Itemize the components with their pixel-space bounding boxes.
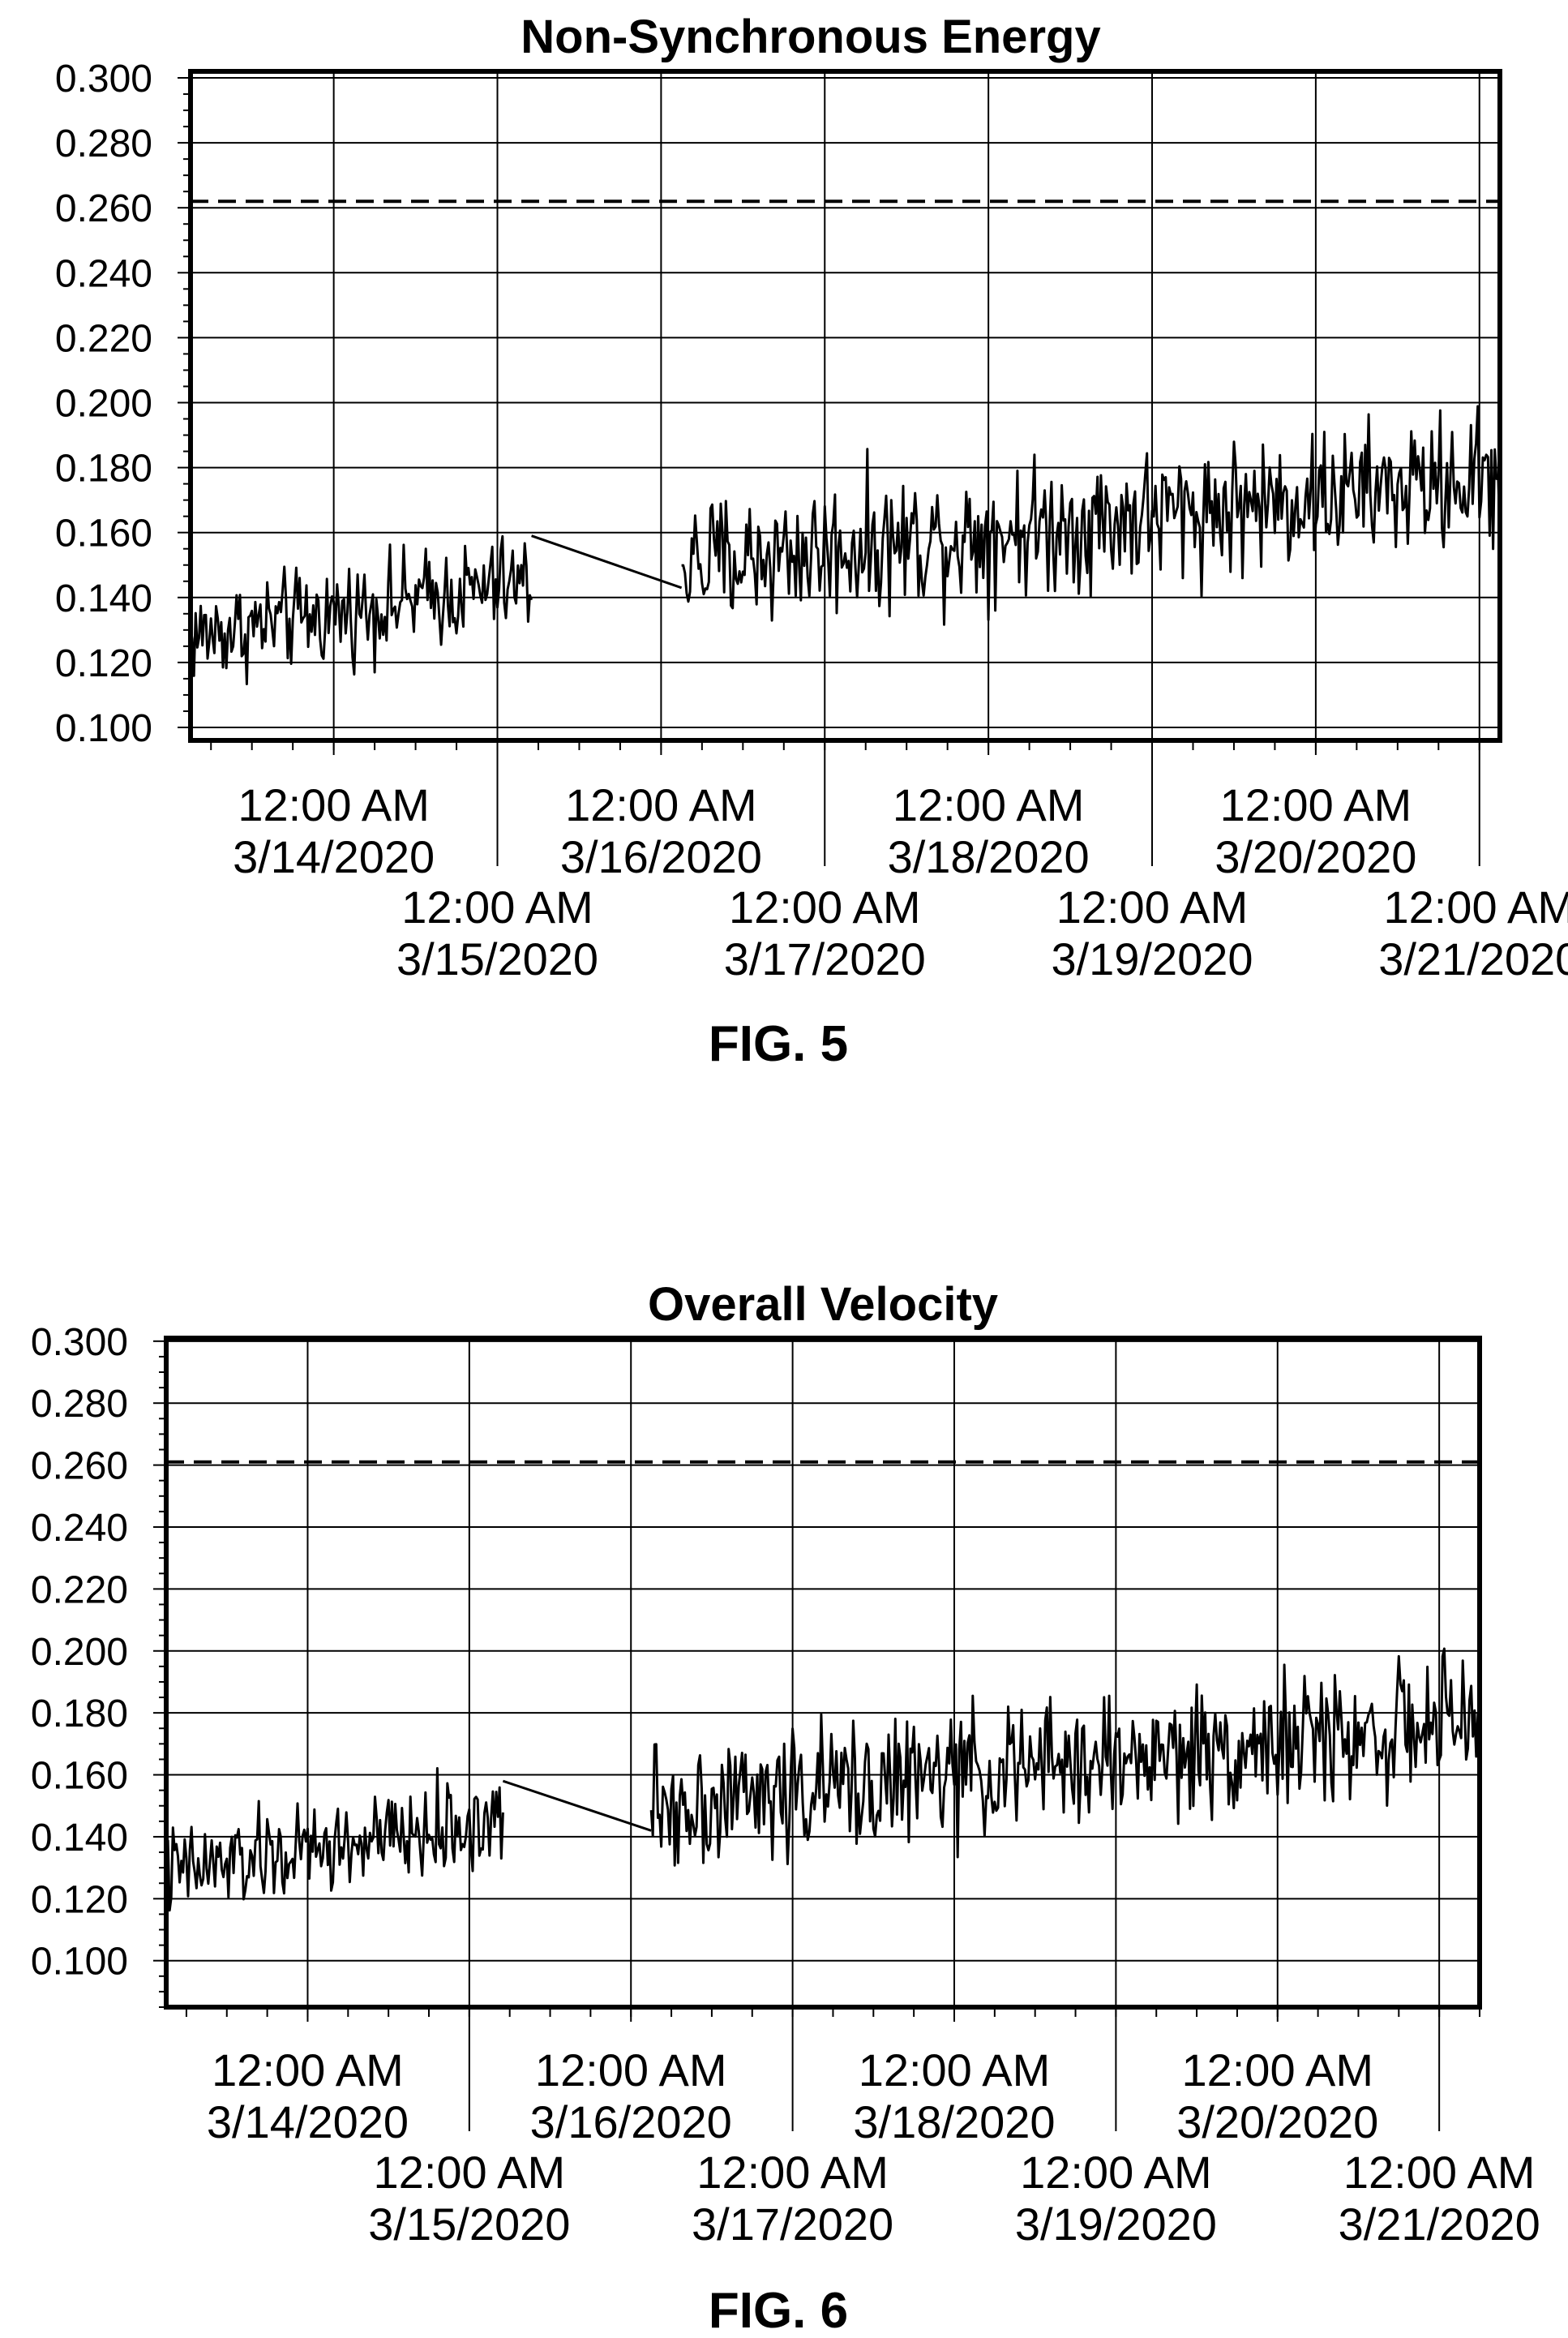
x-tick-date: 3/19/2020 [1051, 933, 1253, 985]
y-axis-labels: 0.300 0.280 0.260 0.240 0.220 0.200 0.18… [55, 58, 152, 750]
y-tick-label: 0.180 [55, 448, 152, 491]
x-tick-date: 3/16/2020 [530, 2096, 732, 2147]
x-tick-date: 3/17/2020 [692, 2199, 893, 2250]
y-tick-label: 0.160 [31, 1755, 128, 1798]
x-tick-date: 3/15/2020 [396, 933, 598, 985]
gap-connector-line [502, 1779, 652, 1832]
x-tick-date: 3/14/2020 [233, 831, 435, 882]
x-tick-date: 3/18/2020 [888, 831, 1090, 882]
x-tick-date: 3/17/2020 [724, 933, 926, 985]
gridlines [166, 1338, 1480, 2007]
x-tick-time: 12:00 AM [859, 2044, 1051, 2096]
series-line-segment [189, 534, 533, 685]
y-tick-label: 0.100 [55, 707, 152, 750]
series-line-segment [681, 405, 1502, 626]
y-tick-label: 0.240 [55, 252, 152, 295]
y-tick-label: 0.300 [55, 58, 152, 101]
x-tick-time: 12:00 AM [1343, 2147, 1536, 2198]
y-tick-label: 0.240 [31, 1507, 128, 1550]
figure-label: FIG. 5 [709, 1016, 848, 1072]
x-axis-labels: 12:00 AM 3/14/2020 12:00 AM 3/15/2020 12… [233, 779, 1568, 985]
x-tick-date: 3/15/2020 [368, 2199, 570, 2250]
y-tick-label: 0.200 [31, 1631, 128, 1674]
x-tick-time: 12:00 AM [1220, 779, 1412, 830]
chart-title: Non-Synchronous Energy [521, 11, 1100, 63]
x-tick-date: 3/16/2020 [560, 831, 762, 882]
x-tick-time: 12:00 AM [1020, 2147, 1212, 2198]
chart-overall-velocity: Overall Velocity 0.300 0.280 0.260 0.240… [31, 1278, 1540, 2338]
y-tick-label: 0.300 [31, 1321, 128, 1364]
y-tick-label: 0.220 [31, 1568, 128, 1611]
y-tick-label: 0.280 [55, 122, 152, 165]
x-tick-date: 3/14/2020 [207, 2096, 409, 2147]
y-tick-label: 0.280 [31, 1383, 128, 1426]
x-tick-time: 12:00 AM [1056, 882, 1249, 933]
chart-title: Overall Velocity [648, 1278, 998, 1331]
y-tick-label: 0.200 [55, 382, 152, 425]
x-tick-date: 3/20/2020 [1215, 831, 1416, 882]
plot-frame [164, 1336, 1482, 2010]
y-tick-label: 0.220 [55, 317, 152, 360]
x-tick-time: 12:00 AM [401, 882, 593, 933]
y-tick-label: 0.140 [31, 1817, 128, 1860]
series-line-segment [649, 1647, 1481, 1867]
x-tick-time: 12:00 AM [893, 779, 1085, 830]
y-tick-label: 0.120 [55, 642, 152, 685]
x-tick-date: 3/20/2020 [1176, 2096, 1378, 2147]
x-tick-time: 12:00 AM [729, 882, 921, 933]
data-series [165, 1647, 1481, 1912]
chart-non-synchronous-energy: Non-Synchronous Energy 0.300 0.280 0.260… [55, 11, 1568, 1072]
x-tick-time: 12:00 AM [1181, 2044, 1373, 2096]
y-tick-label: 0.180 [31, 1692, 128, 1735]
plot-frame [188, 69, 1502, 743]
x-tick-date: 3/18/2020 [853, 2096, 1055, 2147]
x-tick-time: 12:00 AM [696, 2147, 889, 2198]
y-tick-label: 0.140 [55, 577, 152, 620]
x-tick-time: 12:00 AM [374, 2147, 566, 2198]
x-tick-time: 12:00 AM [565, 779, 757, 830]
x-tick-date: 3/21/2020 [1339, 2199, 1540, 2250]
x-tick-time: 12:00 AM [238, 779, 430, 830]
series-line-segment [165, 1767, 504, 1912]
gridlines [191, 71, 1500, 740]
y-tick-label: 0.260 [55, 187, 152, 230]
gap-connector-line [531, 534, 683, 590]
x-tick-date: 3/19/2020 [1015, 2199, 1217, 2250]
y-tick-label: 0.160 [55, 513, 152, 556]
y-tick-label: 0.120 [31, 1878, 128, 1921]
x-axis-labels: 12:00 AM 3/14/2020 12:00 AM 3/15/2020 12… [207, 2044, 1540, 2250]
minor-ticks [178, 77, 1480, 866]
y-axis-labels: 0.300 0.280 0.260 0.240 0.220 0.200 0.18… [31, 1321, 128, 1984]
x-tick-time: 12:00 AM [212, 2044, 404, 2096]
y-tick-label: 0.260 [31, 1445, 128, 1488]
x-tick-date: 3/21/2020 [1378, 933, 1568, 985]
x-tick-time: 12:00 AM [535, 2044, 727, 2096]
y-tick-label: 0.100 [31, 1941, 128, 1984]
x-tick-time: 12:00 AM [1383, 882, 1568, 933]
figure-label: FIG. 6 [709, 2283, 848, 2334]
data-series [189, 405, 1502, 685]
